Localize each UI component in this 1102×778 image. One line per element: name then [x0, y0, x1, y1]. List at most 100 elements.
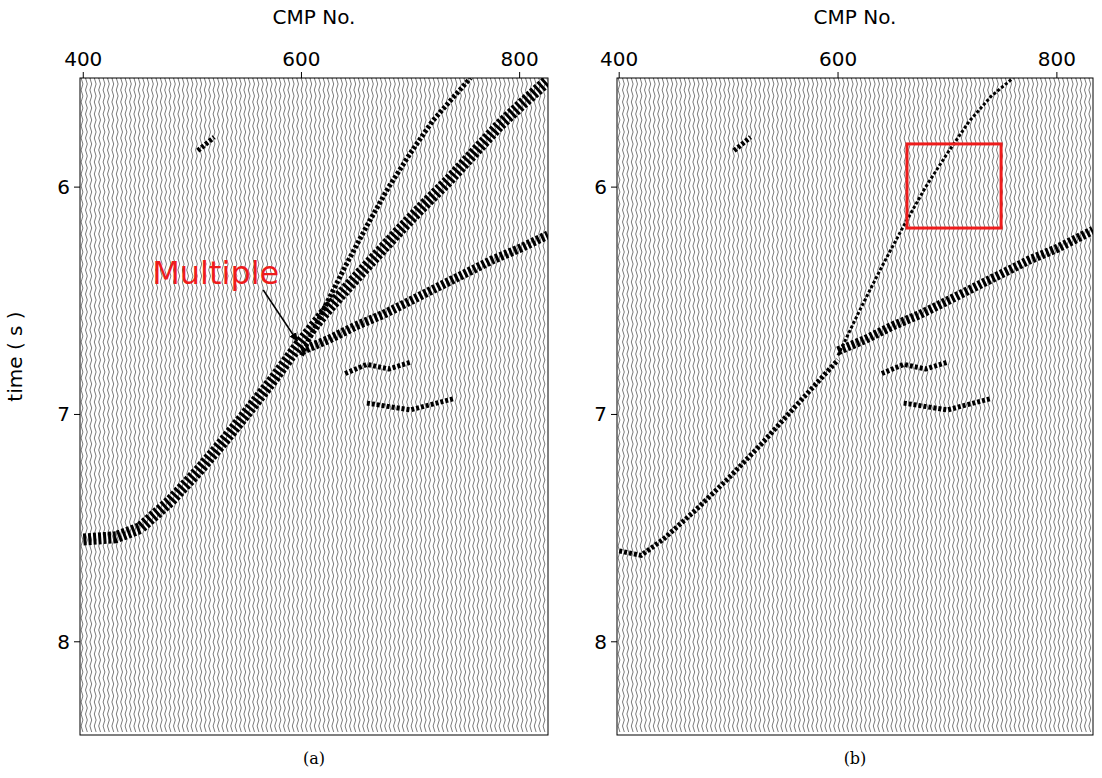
annotation-arrow — [263, 290, 297, 341]
trace — [1005, 78, 1007, 732]
trace — [530, 78, 532, 732]
trace — [218, 78, 220, 732]
trace — [1019, 78, 1021, 732]
trace — [935, 78, 937, 732]
trace — [1010, 78, 1012, 732]
seismic-event — [302, 235, 549, 351]
y-tick-label: 7 — [57, 402, 70, 426]
trace — [741, 78, 743, 732]
trace — [781, 78, 783, 732]
trace — [983, 78, 985, 732]
trace — [878, 78, 880, 732]
trace — [843, 78, 845, 732]
trace — [385, 78, 387, 732]
trace — [834, 78, 836, 732]
trace — [279, 78, 281, 732]
trace — [143, 78, 145, 732]
y-tick-label: 6 — [57, 175, 70, 199]
trace — [270, 78, 272, 732]
trace — [336, 78, 338, 732]
trace — [116, 78, 118, 732]
trace — [319, 78, 321, 732]
trace — [1023, 78, 1025, 732]
trace — [169, 78, 171, 732]
trace — [829, 78, 831, 732]
trace — [693, 78, 695, 732]
trace — [138, 78, 140, 732]
trace — [1036, 78, 1038, 732]
trace — [341, 78, 343, 732]
trace — [988, 78, 990, 732]
trace — [292, 78, 294, 732]
y-tick — [74, 414, 80, 415]
y-tick — [611, 641, 617, 642]
trace — [706, 78, 708, 732]
trace — [667, 78, 669, 732]
trace — [204, 78, 206, 732]
plot-frame — [617, 78, 1093, 735]
trace — [1045, 78, 1047, 732]
trace — [948, 78, 950, 732]
trace — [653, 78, 655, 732]
trace — [429, 78, 431, 732]
trace — [196, 78, 198, 732]
panel-caption: (a) — [303, 749, 325, 768]
events — [619, 78, 1093, 555]
trace — [156, 78, 158, 732]
trace — [504, 78, 506, 732]
trace — [997, 78, 999, 732]
trace — [306, 78, 308, 732]
trace — [416, 78, 418, 732]
trace — [1041, 78, 1043, 732]
trace — [222, 78, 224, 732]
panel: 400600800CMP No.678(b) — [594, 5, 1093, 768]
trace — [697, 78, 699, 732]
trace — [363, 78, 365, 732]
trace — [262, 78, 264, 732]
seismic-event — [904, 399, 992, 410]
trace — [200, 78, 202, 732]
trace — [711, 78, 713, 732]
x-tick-label: 800 — [1038, 47, 1076, 71]
trace — [944, 78, 946, 732]
trace — [1071, 78, 1073, 732]
trace — [350, 78, 352, 732]
trace — [979, 78, 981, 732]
trace — [213, 78, 215, 732]
trace — [178, 78, 180, 732]
trace — [1054, 78, 1056, 732]
highlight-box — [907, 144, 1001, 228]
seismic-event — [345, 362, 410, 373]
trace — [755, 78, 757, 732]
trace — [226, 78, 228, 732]
trace — [812, 78, 814, 732]
trace — [1058, 78, 1060, 732]
trace — [658, 78, 660, 732]
plot-frame — [80, 78, 548, 735]
seismic-event — [83, 80, 548, 539]
y-tick-label: 7 — [594, 402, 607, 426]
trace — [301, 78, 303, 732]
trace — [724, 78, 726, 732]
x-tick — [619, 72, 620, 78]
trace — [1085, 78, 1087, 732]
trace — [121, 78, 123, 732]
trace — [922, 78, 924, 732]
y-tick — [611, 414, 617, 415]
trace — [763, 78, 765, 732]
trace — [1032, 78, 1034, 732]
trace — [543, 78, 545, 732]
trace — [512, 78, 514, 732]
panel: 400600800CMP No.678time ( s )(a)Multiple — [3, 5, 548, 768]
trace — [134, 78, 136, 732]
traces — [618, 78, 1091, 732]
x-tick-label: 400 — [600, 47, 638, 71]
trace — [240, 78, 242, 732]
x-tick-label: 400 — [64, 47, 102, 71]
trace — [737, 78, 739, 732]
trace — [328, 78, 330, 732]
trace — [895, 78, 897, 732]
trace — [856, 78, 858, 732]
trace — [623, 78, 625, 732]
trace — [759, 78, 761, 732]
